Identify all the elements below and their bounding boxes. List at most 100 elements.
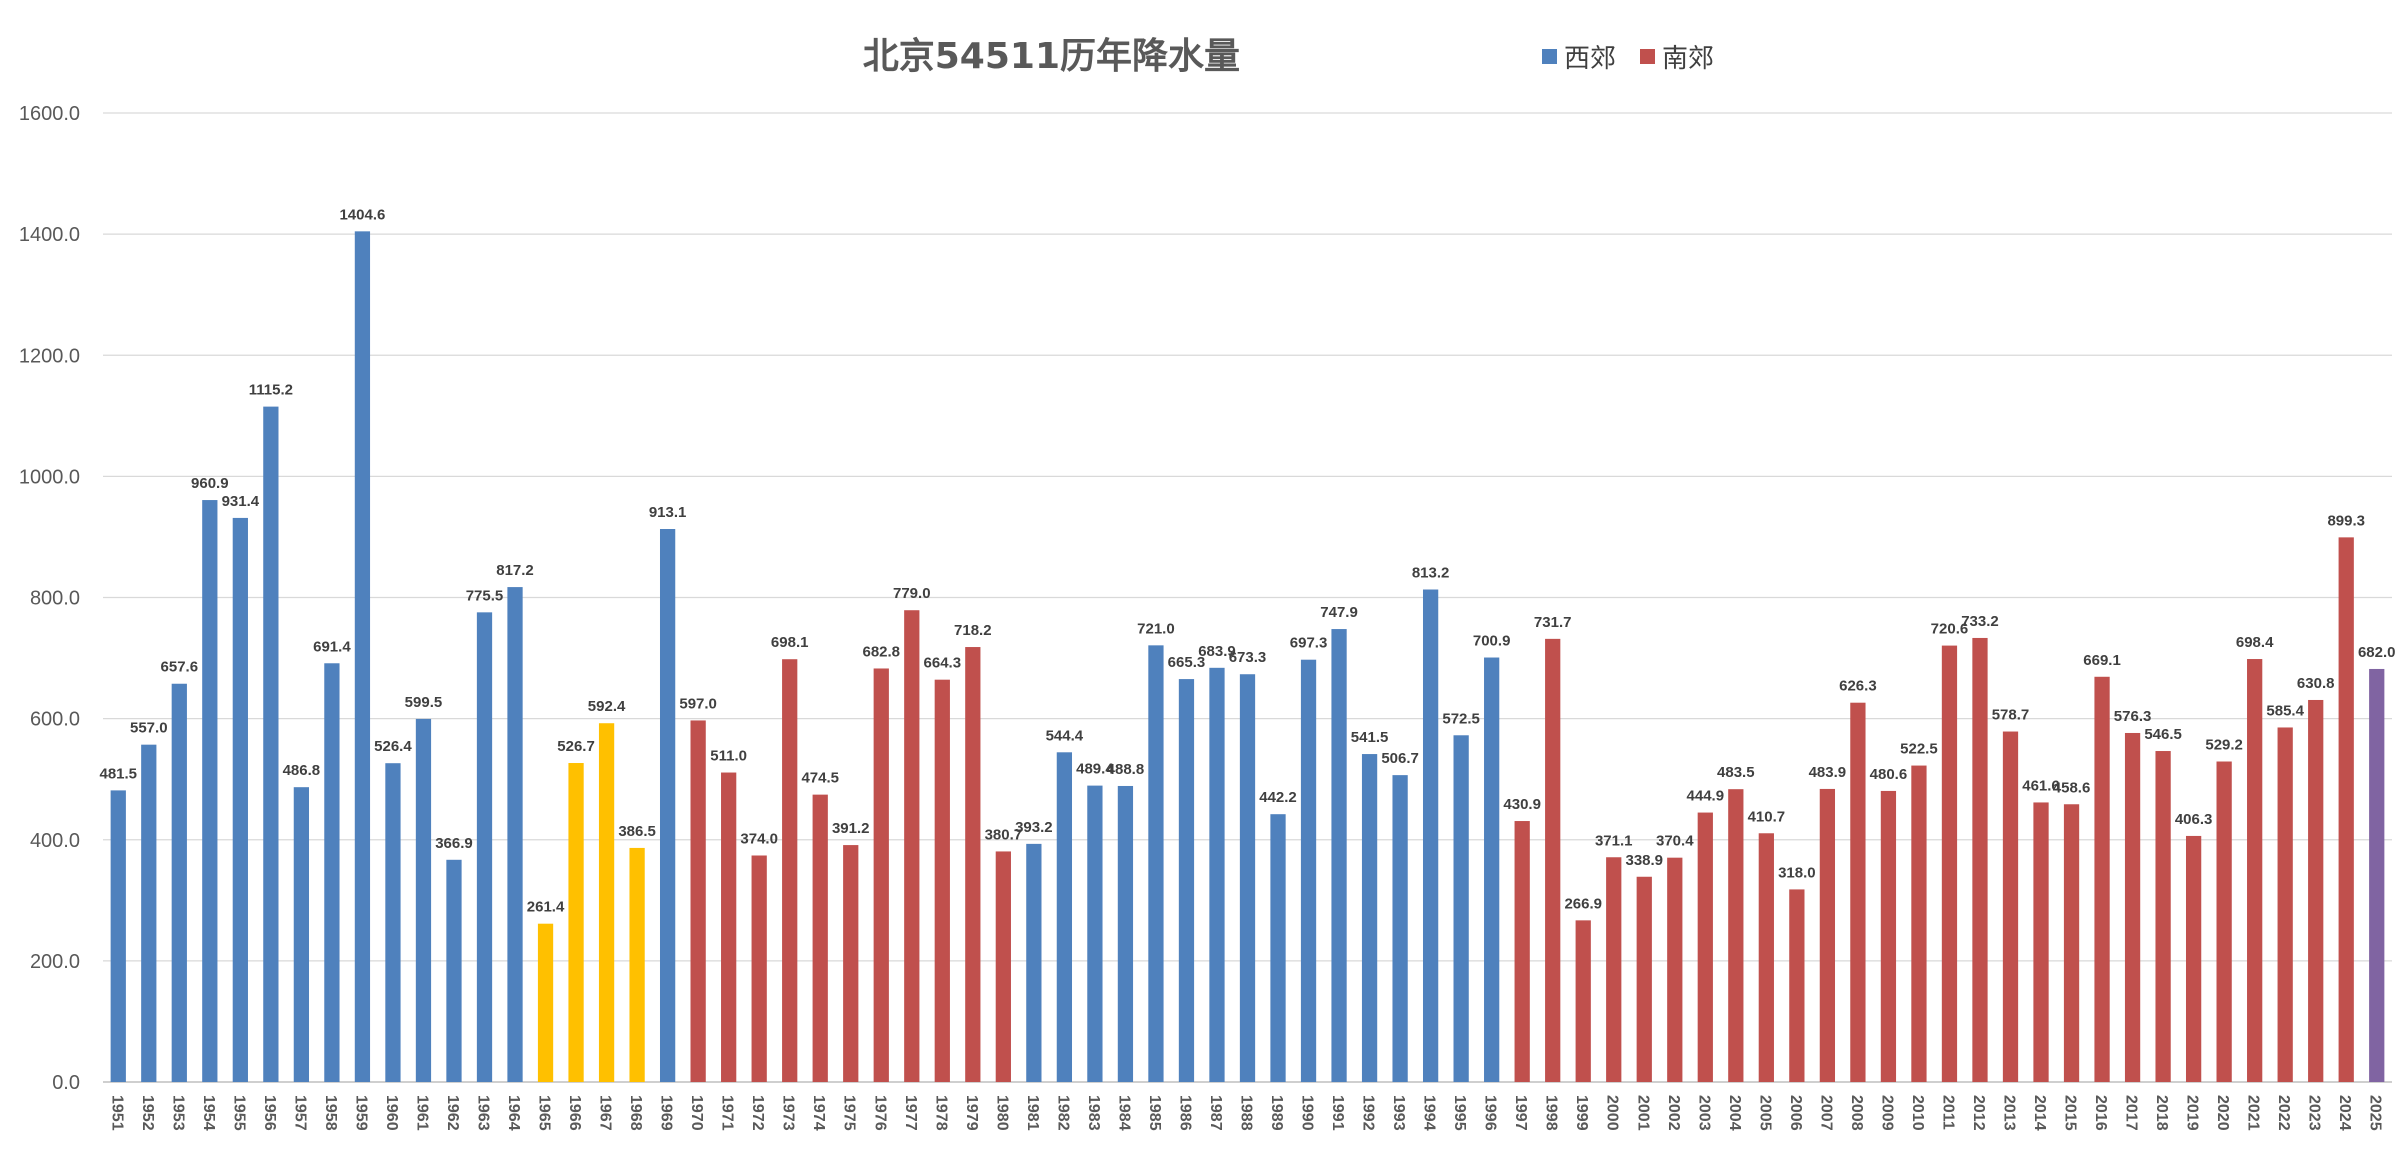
x-tick-label-1976: 1976 [871, 1095, 888, 1131]
data-label-1965: 261.4 [527, 899, 565, 916]
bar-2019 [2185, 835, 2202, 1082]
bar-1955 [232, 517, 248, 1082]
data-label-1961: 599.5 [405, 694, 443, 711]
bar-2010 [1911, 765, 1927, 1082]
bar-1994 [1422, 589, 1439, 1082]
data-label-2005: 410.7 [1748, 808, 1786, 825]
x-tick-label-1971: 1971 [719, 1095, 736, 1131]
x-tick-label-1972: 1972 [749, 1095, 766, 1131]
data-label-1994: 813.2 [1412, 565, 1450, 582]
bar-1968 [629, 847, 645, 1082]
x-tick-label-1992: 1992 [1360, 1095, 1377, 1131]
y-tick-label: 0.0 [52, 1072, 80, 1094]
bar-1965 [537, 923, 554, 1082]
x-tick-label-2006: 2006 [1787, 1095, 1804, 1131]
data-label-1998: 731.7 [1534, 614, 1572, 631]
bar-1975 [843, 845, 859, 1082]
data-label-1997: 430.9 [1503, 796, 1541, 813]
x-tick-label-2004: 2004 [1726, 1095, 1743, 1131]
x-tick-label-1978: 1978 [932, 1095, 949, 1131]
x-tick-label-2010: 2010 [1909, 1095, 1926, 1131]
x-tick-label-1975: 1975 [841, 1095, 858, 1131]
x-tick-label-1991: 1991 [1329, 1095, 1346, 1131]
bar-2003 [1697, 812, 1713, 1082]
x-tick-label-1954: 1954 [200, 1095, 217, 1131]
data-label-1952: 557.0 [130, 720, 168, 737]
x-tick-label-1966: 1966 [566, 1095, 583, 1131]
data-label-1957: 486.8 [283, 762, 321, 779]
bar-1961 [415, 718, 432, 1082]
bar-1962 [446, 859, 462, 1082]
y-tick-label: 1400.0 [19, 224, 80, 246]
x-tick-label-1959: 1959 [352, 1095, 369, 1131]
bar-1957 [293, 787, 310, 1082]
bar-1979 [965, 647, 981, 1082]
x-tick-label-1953: 1953 [169, 1095, 186, 1131]
bar-2020 [2216, 761, 2232, 1082]
data-label-1986: 665.3 [1168, 654, 1206, 671]
x-tick-label-2002: 2002 [1665, 1095, 1682, 1131]
data-label-1976: 682.8 [862, 643, 900, 660]
bar-2000 [1606, 857, 1622, 1082]
data-label-1990: 697.3 [1290, 635, 1328, 652]
x-tick-label-1995: 1995 [1451, 1095, 1468, 1131]
data-label-2023: 630.8 [2297, 675, 2335, 692]
x-tick-label-1977: 1977 [902, 1095, 919, 1131]
bar-2025 [2369, 668, 2385, 1082]
y-tick-label: 600.0 [30, 709, 80, 731]
data-label-1981: 393.2 [1015, 819, 1053, 836]
data-label-1992: 541.5 [1351, 729, 1389, 746]
x-tick-label-2023: 2023 [2306, 1095, 2323, 1131]
data-label-2001: 338.9 [1625, 852, 1663, 869]
bar-2004 [1728, 789, 1744, 1082]
x-axis-ticks: 1951 1952 1953 1954 1955 1956 1957 1958 1959 1960… [108, 1095, 2383, 1131]
bar-1995 [1453, 735, 1469, 1082]
bar-2012 [1972, 637, 1988, 1082]
x-tick-label-2019: 2019 [2184, 1095, 2201, 1131]
data-label-2017: 576.3 [2114, 708, 2152, 725]
y-tick-label: 1200.0 [19, 345, 80, 367]
data-label-1989: 442.2 [1259, 789, 1297, 806]
data-label-2011: 720.6 [1931, 621, 1969, 638]
data-label-1987: 683.9 [1198, 643, 1236, 660]
x-tick-label-2007: 2007 [1817, 1095, 1834, 1131]
x-tick-label-1986: 1986 [1176, 1095, 1193, 1131]
bar-1958 [324, 663, 340, 1082]
data-label-1971: 511.0 [710, 748, 747, 765]
data-label-2009: 480.6 [1870, 766, 1908, 783]
x-tick-label-1996: 1996 [1482, 1095, 1499, 1131]
data-label-2007: 483.9 [1809, 764, 1847, 781]
x-tick-label-1987: 1987 [1207, 1095, 1224, 1131]
bar-1974 [812, 794, 828, 1082]
x-tick-label-1989: 1989 [1268, 1095, 1285, 1131]
x-tick-label-1979: 1979 [963, 1095, 980, 1131]
bar-1963 [476, 612, 493, 1082]
data-label-1964: 817.2 [496, 562, 534, 579]
data-label-1973: 698.1 [771, 634, 809, 651]
x-tick-label-2001: 2001 [1634, 1095, 1651, 1131]
bar-2007 [1819, 788, 1836, 1082]
y-tick-label: 800.0 [30, 588, 80, 610]
bar-1969 [659, 529, 676, 1082]
data-label-2013: 578.7 [1992, 707, 2030, 724]
x-tick-label-1960: 1960 [383, 1095, 400, 1131]
bar-2016 [2094, 676, 2110, 1082]
data-label-1980: 380.7 [985, 826, 1023, 843]
bar-2021 [2247, 659, 2263, 1082]
x-tick-label-1961: 1961 [413, 1095, 430, 1131]
data-label-1969: 913.1 [649, 504, 687, 521]
x-tick-label-2025: 2025 [2367, 1095, 2384, 1131]
x-tick-label-1998: 1998 [1543, 1095, 1560, 1131]
x-tick-label-1968: 1968 [627, 1095, 644, 1131]
bar-1984 [1117, 785, 1134, 1082]
data-label-1979: 718.2 [954, 622, 992, 639]
bar-2005 [1758, 833, 1774, 1082]
legend-label-nanjiao: 南郊 [1662, 44, 1714, 74]
bar-1993 [1392, 775, 1408, 1082]
data-label-1951: 481.5 [99, 765, 137, 782]
data-label-1966: 526.7 [557, 738, 595, 755]
data-label-1993: 506.7 [1381, 750, 1419, 767]
data-label-1962: 366.9 [435, 835, 473, 852]
bar-1977 [904, 610, 920, 1082]
